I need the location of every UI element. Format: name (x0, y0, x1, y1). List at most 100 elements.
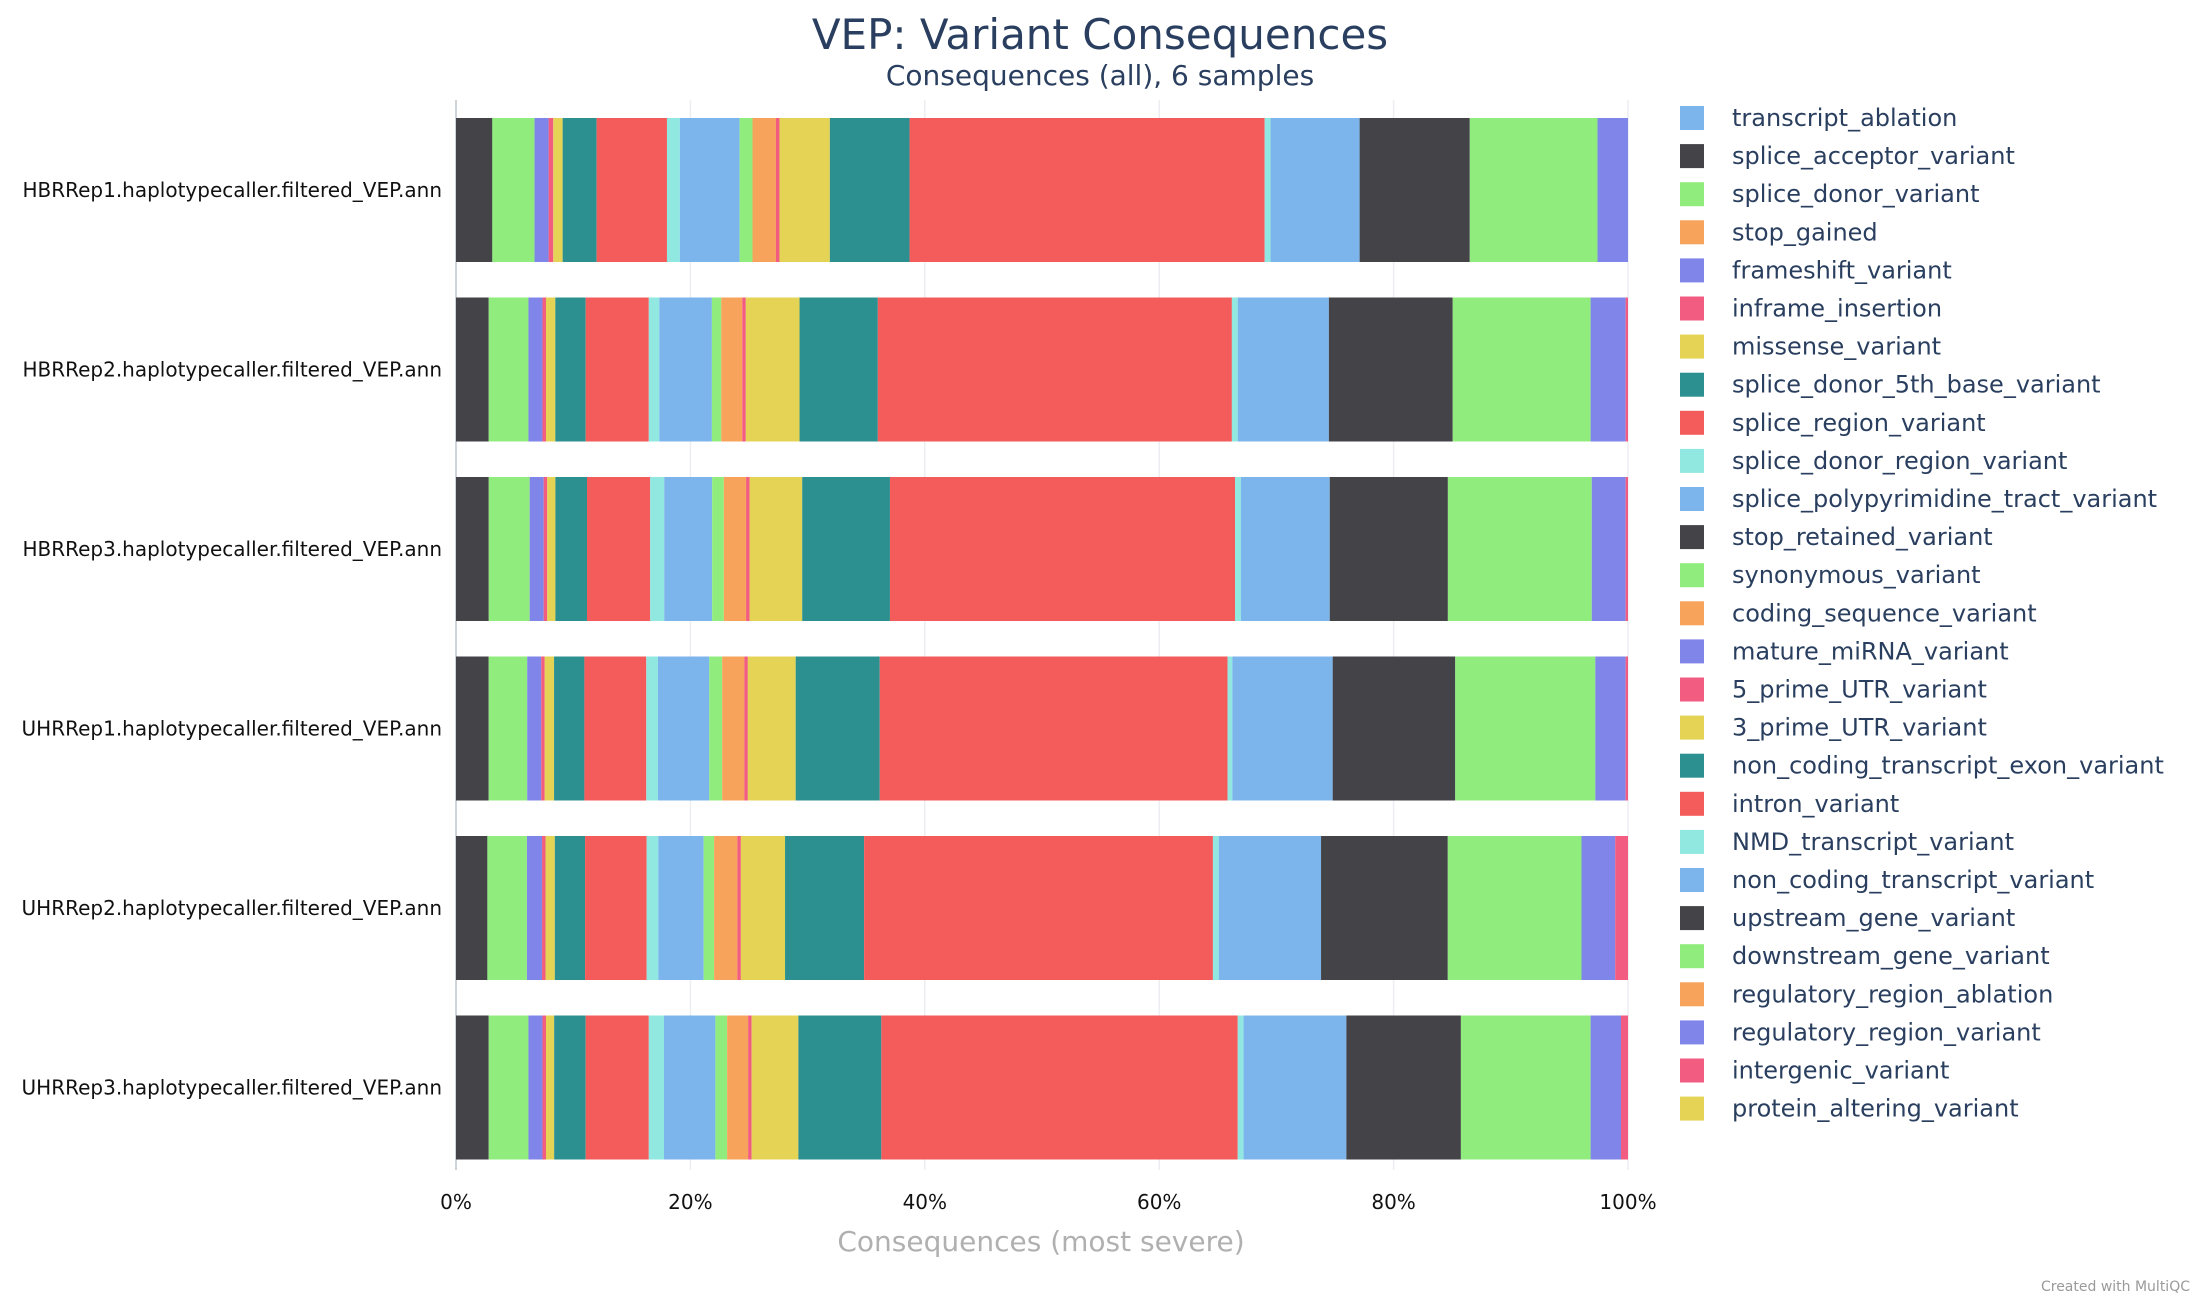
legend-item[interactable]: missense_variant (1680, 333, 1941, 361)
legend-swatch (1680, 677, 1704, 702)
legend-item[interactable]: protein_altering_variant (1680, 1095, 2019, 1123)
bar-segment (1590, 297, 1626, 442)
legend-item[interactable]: regulatory_region_ablation (1680, 980, 2053, 1008)
legend-item[interactable]: regulatory_region_variant (1680, 1018, 2041, 1046)
legend-swatch (1680, 258, 1704, 283)
category-label: UHRRep2.haplotypecaller.filtered_VEP.ann (22, 896, 442, 920)
x-tick-label: 80% (1371, 1190, 1415, 1214)
legend-item[interactable]: splice_region_variant (1680, 409, 1986, 437)
bar-segment (585, 297, 649, 442)
legend-swatch (1680, 487, 1704, 511)
bar-segment (658, 836, 704, 980)
bar-segment (1234, 477, 1241, 621)
legend-item[interactable]: mature_miRNA_variant (1680, 637, 2009, 665)
bar-segment (542, 1015, 546, 1160)
x-gridlines (455, 100, 1629, 1170)
legend-item[interactable]: downstream_gene_variant (1680, 942, 2050, 970)
category-label: UHRRep3.haplotypecaller.filtered_VEP.ann (22, 1076, 442, 1100)
bar-segment (488, 656, 528, 801)
legend-item[interactable]: non_coding_transcript_variant (1680, 866, 2094, 894)
bar-segment (709, 656, 723, 801)
legend-item[interactable]: splice_polypyrimidine_tract_variant (1680, 485, 2157, 513)
bar-segment (1452, 297, 1591, 442)
bar-segment (542, 297, 546, 442)
legend-item[interactable]: NMD_transcript_variant (1680, 828, 2014, 856)
legend-label: regulatory_region_variant (1732, 1018, 2041, 1046)
bar-segment (1625, 477, 1628, 621)
legend-item[interactable]: non_coding_transcript_exon_variant (1680, 752, 2164, 780)
bar-segment (1591, 477, 1626, 621)
bar-segment (802, 477, 890, 621)
bar-segment (1218, 836, 1322, 980)
legend-item[interactable]: 3_prime_UTR_variant (1680, 714, 1987, 742)
bar-segment (746, 477, 750, 621)
legend-item[interactable]: inframe_insertion (1680, 295, 1942, 323)
legend-label: splice_donor_5th_base_variant (1732, 371, 2101, 399)
legend-item[interactable]: intergenic_variant (1680, 1057, 1949, 1085)
x-tick-label: 0% (440, 1190, 472, 1214)
legend-item[interactable]: splice_donor_5th_base_variant (1680, 371, 2101, 399)
bar-segment (1237, 297, 1329, 442)
bar-segment (456, 836, 488, 980)
bar-segment (456, 656, 489, 801)
bar-segment (785, 836, 865, 980)
bar-segment (1332, 656, 1456, 801)
bar-segment (659, 297, 712, 442)
category-label: UHRRep1.haplotypecaller.filtered_VEP.ann (22, 717, 442, 741)
legend-item[interactable]: stop_gained (1680, 218, 1878, 246)
bar-segment (547, 477, 556, 621)
bar-segment (1212, 836, 1219, 980)
x-axis-label: Consequences (most severe) (837, 1225, 1244, 1258)
legend-item[interactable]: transcript_ablation (1680, 104, 1957, 132)
legend-item[interactable]: splice_donor_region_variant (1680, 447, 2067, 475)
legend-item[interactable]: stop_retained_variant (1680, 523, 1993, 551)
bar-segment (543, 477, 548, 621)
legend-item[interactable]: 5_prime_UTR_variant (1680, 676, 1987, 704)
legend-item[interactable]: splice_acceptor_variant (1680, 142, 2015, 170)
bar-segment (526, 836, 543, 980)
x-axis-ticks: 0% 20% 40% 60% 80% 100% (440, 1190, 1656, 1214)
bar-segment (548, 118, 554, 262)
bar-segment (544, 656, 555, 801)
legend-label: splice_donor_variant (1732, 180, 1980, 208)
bar-segment (528, 1015, 543, 1160)
legend-item[interactable]: frameshift_variant (1680, 256, 1952, 284)
bar-segment (749, 477, 803, 621)
legend-item[interactable]: intron_variant (1680, 790, 1899, 818)
bar-segment (744, 656, 748, 801)
bar-row (456, 1015, 1628, 1160)
bar-segment (488, 1015, 529, 1160)
legend-label: upstream_gene_variant (1732, 904, 2015, 932)
legend-swatch (1680, 563, 1704, 588)
chart-subtitle: Consequences (all), 6 samples (886, 59, 1314, 92)
bar-segment (657, 656, 710, 801)
legend-swatch (1680, 296, 1704, 321)
x-tick-label: 60% (1137, 1190, 1181, 1214)
legend-item[interactable]: splice_donor_variant (1680, 180, 1980, 208)
legend-label: splice_acceptor_variant (1732, 142, 2015, 170)
legend-swatch (1680, 334, 1704, 359)
category-label: HBRRep3.haplotypecaller.filtered_VEP.ann (22, 537, 442, 561)
bar-segment (829, 118, 910, 262)
legend-label: stop_gained (1732, 218, 1878, 246)
legend-swatch (1680, 601, 1704, 626)
legend-item[interactable]: coding_sequence_variant (1680, 599, 2037, 627)
legend-label: NMD_transcript_variant (1732, 828, 2014, 856)
bar-segment (1460, 1015, 1591, 1160)
bar-segment (712, 477, 724, 621)
legend-swatch (1680, 868, 1704, 892)
legend-item[interactable]: upstream_gene_variant (1680, 904, 2015, 932)
legend-label: coding_sequence_variant (1732, 599, 2037, 627)
bar-segment (1321, 836, 1448, 980)
legend-swatch (1680, 372, 1704, 397)
bar-segment (703, 836, 715, 980)
bar-segment (1469, 118, 1598, 262)
bar-segment (1329, 477, 1448, 621)
legend-label: protein_altering_variant (1732, 1095, 2019, 1123)
bar-segment (488, 297, 529, 442)
bar-segment (798, 1015, 882, 1160)
legend-item[interactable]: synonymous_variant (1680, 561, 1981, 589)
legend-swatch (1680, 715, 1704, 740)
bar-segment (1359, 118, 1470, 262)
bar-segment (555, 297, 586, 442)
